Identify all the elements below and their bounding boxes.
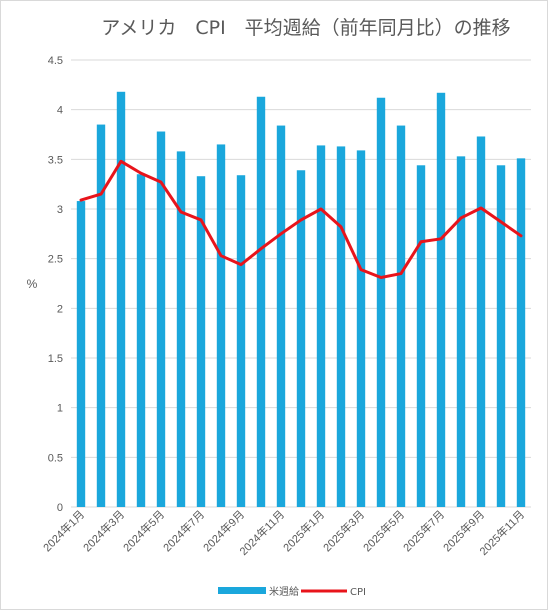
y-tick-label: 0.5 [48, 452, 63, 464]
bar [116, 91, 126, 507]
legend-label-weekly-wage: 米週給 [269, 585, 299, 598]
bar [336, 146, 346, 508]
y-tick-label: 0 [57, 502, 63, 514]
y-axis-ticks: 0 0.5 1 1.5 2 2.5 3 3.5 4 4.5 [48, 55, 63, 514]
y-tick-label: 3 [57, 204, 63, 216]
bar [456, 156, 466, 507]
x-tick-label: 2025年5月 [360, 507, 407, 554]
bar [416, 165, 426, 507]
x-tick-label: 2025年3月 [320, 507, 367, 554]
bar [356, 150, 366, 508]
x-axis-ticks: 2024年1月2024年3月2024年5月2024年7月2024年9月2024年… [40, 507, 527, 558]
cpi-line [79, 159, 523, 280]
cpi-line-series [79, 159, 523, 280]
bar [316, 145, 326, 507]
bar [256, 96, 266, 508]
x-tick-label: 2025年7月 [400, 507, 447, 554]
bar [216, 144, 226, 507]
bar [136, 174, 146, 507]
legend-swatch-weekly-wage [218, 587, 266, 594]
y-tick-label: 1 [57, 403, 63, 415]
chart-title: アメリカ CPI 平均週給（前年同月比）の推移 [101, 17, 510, 39]
x-tick-label: 2025年1月 [280, 507, 327, 554]
x-tick-label: 2024年3月 [80, 507, 127, 554]
y-tick-label: 4.5 [48, 55, 63, 67]
legend: 米週給 CPI [218, 585, 366, 598]
y-tick-label: 1.5 [48, 353, 63, 365]
x-tick-label: 2024年5月 [120, 507, 167, 554]
legend-label-cpi: CPI [350, 587, 366, 598]
bar [496, 165, 506, 507]
bar [196, 176, 206, 507]
x-tick-label: 2024年1月 [40, 507, 87, 554]
bar [396, 125, 406, 507]
y-tick-label: 4 [57, 105, 63, 117]
y-tick-label: 2.5 [48, 254, 63, 266]
bar [296, 170, 306, 507]
bar [276, 125, 286, 507]
bar [156, 131, 166, 507]
bar [476, 136, 486, 507]
y-tick-label: 2 [57, 303, 63, 315]
bar [96, 124, 106, 508]
bar [76, 201, 86, 507]
y-axis-label: % [27, 277, 38, 291]
bar [436, 92, 446, 507]
y-tick-label: 3.5 [48, 154, 63, 166]
bar [516, 158, 526, 507]
bar [236, 175, 246, 507]
x-tick-label: 2024年7月 [160, 507, 207, 554]
bar [176, 151, 186, 508]
bar [376, 97, 386, 507]
bar-series [76, 91, 526, 508]
